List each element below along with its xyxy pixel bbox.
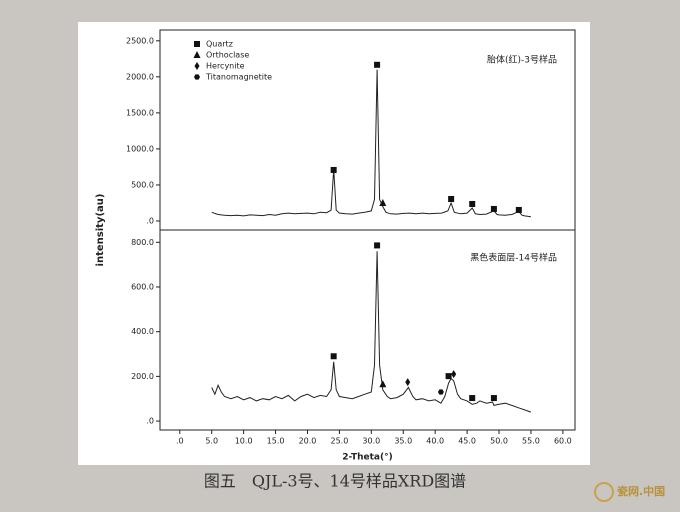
phase-marker: [437, 389, 444, 395]
y-tick-label: 500.0: [131, 180, 154, 189]
phase-marker: [405, 378, 411, 387]
xrd-trace: [211, 69, 531, 218]
x-tick-label: 5.0: [205, 437, 218, 446]
y-tick-label: 1000.0: [126, 144, 154, 153]
phase-marker: [330, 353, 337, 360]
watermark: 瓷网.中国: [617, 484, 665, 498]
phase-marker: [330, 166, 337, 173]
y-tick-label: 200.0: [131, 372, 154, 381]
legend-symbol: [194, 62, 200, 70]
y-tick-label: .0: [146, 216, 154, 225]
watermark-logo: [594, 482, 614, 502]
y-tick-label: 600.0: [131, 282, 154, 291]
x-tick-label: 35.0: [394, 437, 412, 446]
legend-label: Orthoclase: [206, 51, 249, 60]
phase-marker: [451, 370, 457, 379]
plot-frame: [159, 229, 576, 431]
x-tick-label: 45.0: [458, 437, 476, 446]
phase-marker: [469, 200, 476, 207]
legend-label: Quartz: [206, 40, 233, 49]
x-tick-label: 15.0: [267, 437, 285, 446]
legend-label: Titanomagnetite: [205, 73, 272, 82]
panel-label: 胎体(红)-3号样品: [487, 54, 557, 66]
phase-marker: [469, 395, 476, 402]
phase-marker: [490, 395, 497, 402]
y-tick-label: 2500.0: [126, 36, 154, 45]
legend-symbol: [194, 74, 200, 80]
legend-symbol: [194, 41, 200, 47]
caption: 图五 QJL-3号、14号样品XRD图谱: [204, 472, 466, 491]
y-tick-label: .0: [146, 417, 154, 426]
figure-panel: [78, 22, 590, 465]
phase-marker: [448, 196, 455, 203]
x-axis-label: 2-Theta(°): [342, 453, 392, 463]
phase-marker: [445, 373, 452, 380]
phase-marker: [490, 205, 497, 212]
x-tick-label: 40.0: [426, 437, 444, 446]
phase-marker: [374, 242, 381, 249]
x-tick-label: 20.0: [299, 437, 317, 446]
panel-label: 黑色表面层-14号样品: [470, 252, 557, 264]
legend-label: Hercynite: [206, 62, 245, 71]
y-tick-label: 800.0: [131, 238, 154, 247]
phase-marker: [379, 198, 387, 206]
y-tick-label: 2000.0: [126, 72, 154, 81]
xrd-trace: [211, 251, 532, 413]
phase-marker: [374, 61, 381, 68]
y-tick-label: 400.0: [131, 327, 154, 336]
x-tick-label: 30.0: [362, 437, 380, 446]
x-tick-label: 25.0: [331, 437, 349, 446]
phase-marker: [515, 206, 522, 213]
x-tick-label: 55.0: [522, 437, 540, 446]
y-tick-label: 1500.0: [126, 108, 154, 117]
phase-marker: [379, 380, 387, 388]
y-axis-label: intensity(au): [95, 194, 106, 267]
x-tick-label: 50.0: [490, 437, 508, 446]
x-tick-label: .0: [176, 437, 184, 446]
legend-symbol: [193, 51, 201, 58]
x-tick-label: 60.0: [554, 437, 572, 446]
x-tick-label: 10.0: [235, 437, 253, 446]
